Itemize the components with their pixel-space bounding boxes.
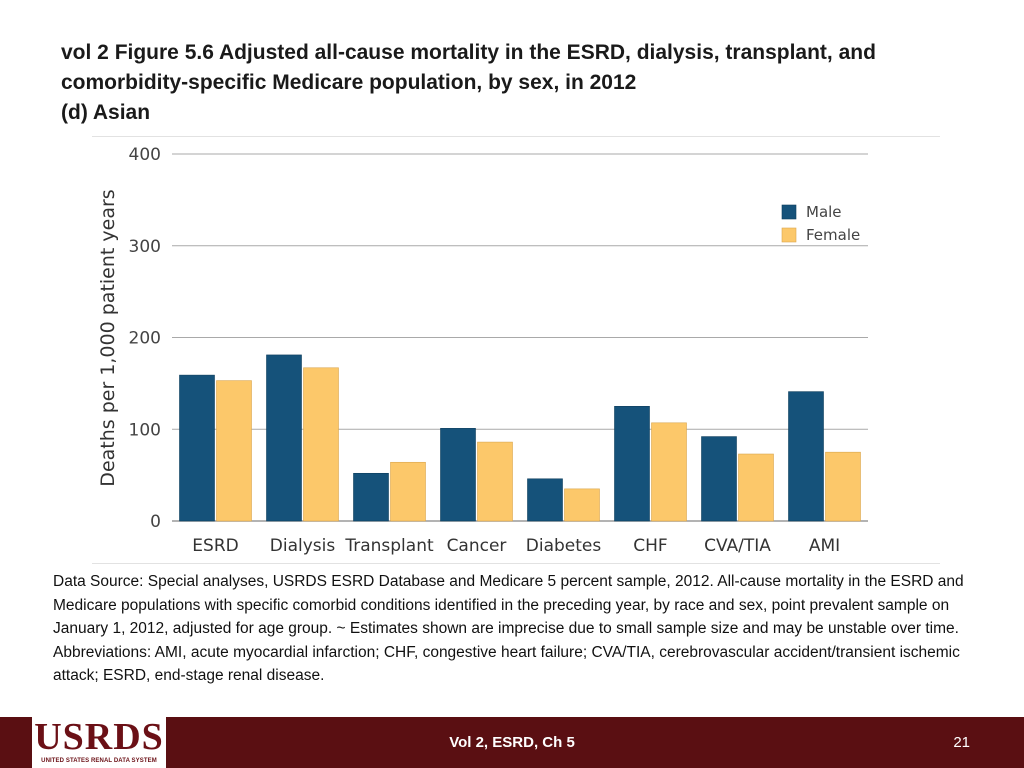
bar-female-chf bbox=[651, 422, 687, 522]
y-axis-label: Deaths per 1,000 patient years bbox=[97, 189, 119, 486]
x-tick-label: Cancer bbox=[447, 536, 507, 556]
bar-male-transplant bbox=[353, 472, 389, 522]
bar-male-diabetes bbox=[527, 478, 563, 522]
page-number: 21 bbox=[953, 734, 970, 751]
bar-chart: 0 100 200 300 400 Deaths per 1,000 patient ye… bbox=[97, 145, 868, 556]
figure-title-line-1: vol 2 Figure 5.6 Adjusted all-cause mort… bbox=[61, 41, 876, 64]
footer-label: Vol 2, ESRD, Ch 5 bbox=[449, 734, 575, 751]
figure-title: vol 2 Figure 5.6 Adjusted all-cause mort… bbox=[61, 38, 961, 128]
bar-female-dialysis bbox=[303, 367, 339, 522]
bar-male-cancer bbox=[440, 428, 476, 522]
legend-label-female: Female bbox=[806, 226, 860, 244]
bar-male-dialysis bbox=[266, 354, 302, 522]
x-tick-label: ESRD bbox=[192, 536, 238, 556]
x-tick-label: Transplant bbox=[344, 536, 434, 556]
bar-female-ami bbox=[825, 451, 861, 522]
x-tick-label: CVA/TIA bbox=[704, 536, 771, 556]
figure-title-line-3: (d) Asian bbox=[61, 101, 151, 124]
bar-male-ami bbox=[788, 391, 824, 522]
bar-male-chf bbox=[614, 406, 650, 522]
x-tick-label: CHF bbox=[633, 536, 667, 556]
bar-female-transplant bbox=[390, 461, 426, 522]
figure-title-line-2: comorbidity-specific Medicare population… bbox=[61, 71, 637, 94]
y-tick-label: 200 bbox=[129, 329, 161, 349]
x-tick-label: Diabetes bbox=[526, 536, 602, 556]
bar-female-cva-tia bbox=[738, 453, 774, 522]
data-source-note: Data Source: Special analyses, USRDS ESR… bbox=[53, 573, 964, 684]
x-tick-label: Dialysis bbox=[270, 536, 336, 556]
usrds-logo: USRDS UNITED STATES RENAL DATA SYSTEM bbox=[32, 713, 166, 768]
y-tick-label: 300 bbox=[129, 237, 161, 257]
y-tick-label: 100 bbox=[129, 420, 161, 440]
legend-swatch-female bbox=[781, 227, 797, 243]
bar-female-diabetes bbox=[564, 488, 600, 522]
legend-swatch-male bbox=[781, 204, 797, 220]
y-tick-label: 0 bbox=[150, 512, 161, 532]
bar-female-cancer bbox=[477, 441, 513, 522]
bar-female-esrd bbox=[216, 380, 252, 522]
legend-label-male: Male bbox=[806, 203, 842, 221]
logo-subtitle: UNITED STATES RENAL DATA SYSTEM bbox=[41, 758, 157, 764]
bar-male-esrd bbox=[179, 374, 215, 522]
bar-male-cva-tia bbox=[701, 436, 737, 522]
y-tick-label: 400 bbox=[129, 145, 161, 165]
chart-frame: 0 100 200 300 400 Deaths per 1,000 patient ye… bbox=[92, 136, 940, 564]
footer-bar bbox=[0, 717, 1024, 768]
logo-wordmark: USRDS bbox=[34, 716, 164, 758]
x-tick-label: AMI bbox=[809, 536, 840, 556]
